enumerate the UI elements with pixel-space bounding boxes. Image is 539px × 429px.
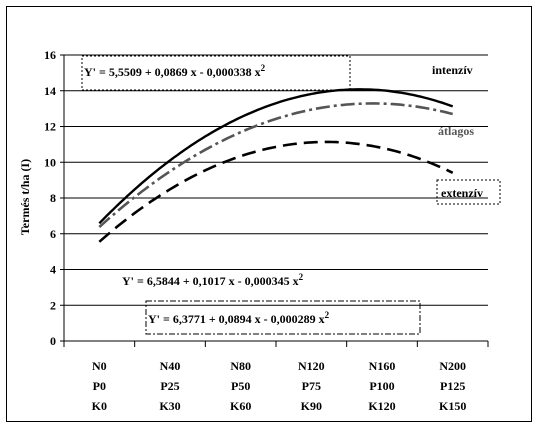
y-tick-label: 4: [50, 263, 56, 277]
chart-frame: [6, 6, 532, 422]
y-tick-label: 2: [50, 298, 56, 312]
y-tick-label: 10: [44, 155, 56, 169]
x-tick-label: P25: [160, 379, 179, 393]
x-tick-label: P0: [93, 379, 106, 393]
series-label-intenziv: intenzív: [432, 63, 473, 77]
y-tick-label: 14: [44, 84, 56, 98]
axes: [60, 54, 489, 347]
x-tick-label: K0: [92, 399, 107, 413]
series-lines: [98, 88, 454, 243]
x-tick-label: K150: [439, 399, 466, 413]
series-label-extenziv: extenzív: [441, 186, 483, 200]
y-tick-label: 12: [44, 120, 56, 134]
series-line-1: [98, 102, 454, 228]
x-tick-label: K60: [230, 399, 251, 413]
x-tick-label: N80: [230, 359, 251, 373]
x-tick-label: K90: [301, 399, 322, 413]
y-tick-label: 6: [50, 227, 56, 241]
x-tick-label: P125: [440, 379, 465, 393]
equation-extenziv: Y' = 5,5509 + 0,0869 x - 0,000338 x2: [84, 63, 266, 79]
x-tick-label: P50: [231, 379, 250, 393]
y-tick-label: 16: [44, 48, 56, 62]
equation-atlagos: Y' = 6,3771 + 0,0894 x - 0,000289 x2: [148, 310, 330, 326]
x-tick-label: N120: [298, 359, 325, 373]
y-tick-label: 8: [50, 191, 56, 205]
x-tick-label: N40: [160, 359, 181, 373]
y-tick-labels: 0 2 4 6 8 10 12 14 16: [44, 48, 56, 348]
series-label-atlagos: átlagos: [438, 124, 474, 138]
x-tick-label: K120: [368, 399, 395, 413]
x-tick-labels: N0 P0 K0 N40 P25 K30 N80 P50 K60 N120 P75 K90 N160 P1…: [92, 359, 467, 413]
x-tick-label: P75: [302, 379, 321, 393]
gridlines: [64, 54, 488, 306]
equation-box-top: [81, 55, 351, 91]
series-line-0: [98, 88, 454, 225]
y-tick-label: 0: [50, 334, 56, 348]
series-line-2: [98, 140, 454, 243]
equation-intenziv: Y' = 6,5844 + 0,1017 x - 0,000345 x2: [122, 272, 304, 288]
x-tick-label: N200: [439, 359, 466, 373]
x-tick-label: N160: [369, 359, 396, 373]
x-tick-label: N0: [92, 359, 107, 373]
series-label-box-extenziv: [436, 179, 501, 205]
x-tick-label: K30: [159, 399, 180, 413]
x-tick-label: P100: [369, 379, 394, 393]
equation-box-bottom: [145, 300, 421, 335]
y-axis-label: Termés t/ha (I): [18, 159, 32, 235]
